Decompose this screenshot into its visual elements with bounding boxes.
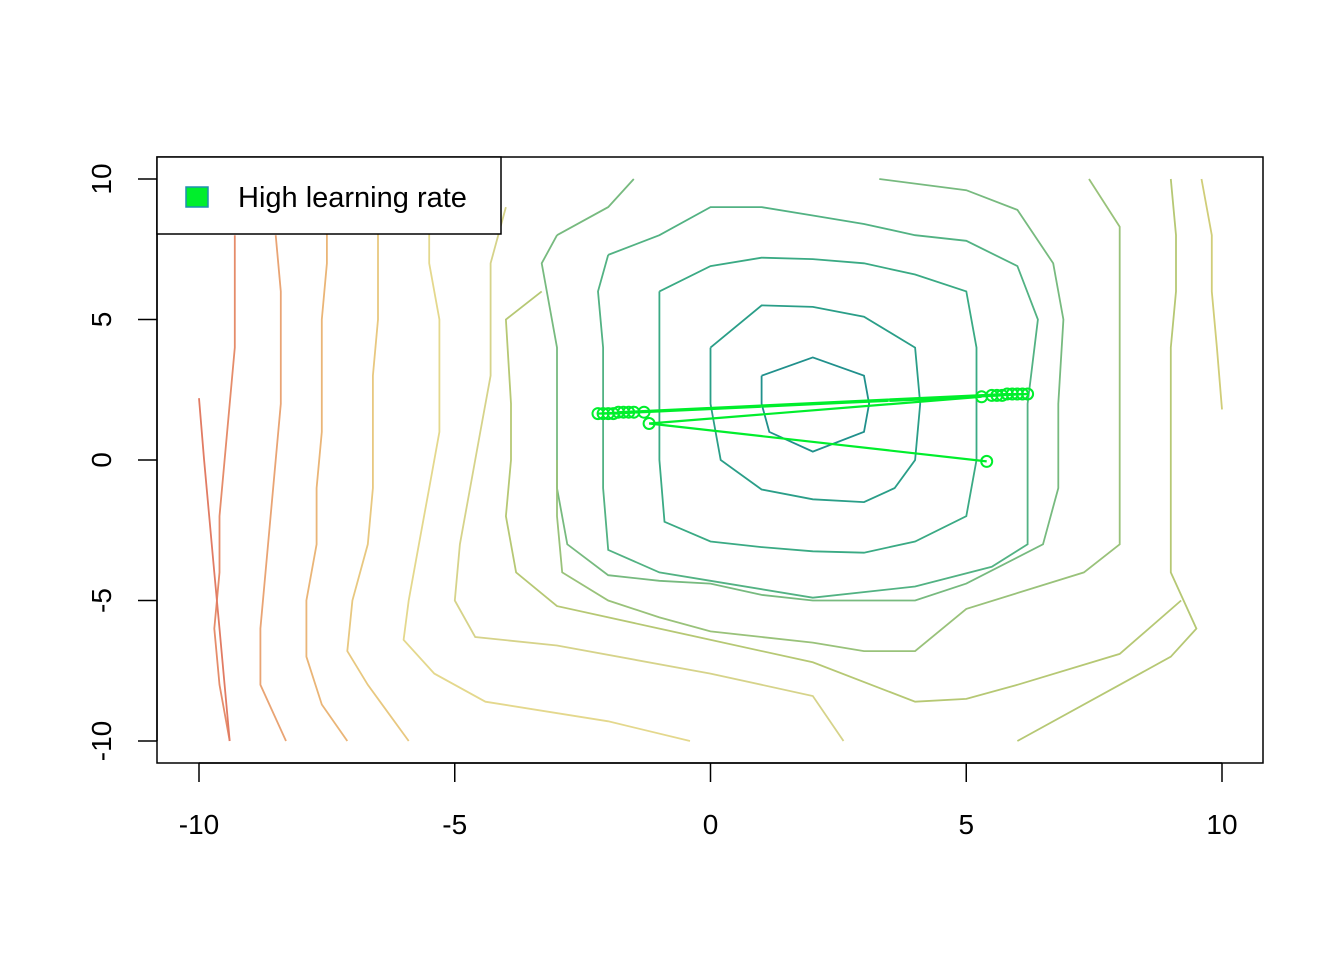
path-line-0 (597, 392, 1028, 463)
x-tick-label-4: 10 (1206, 809, 1237, 840)
contour-line-15 (213, 235, 236, 742)
contour-line-11 (402, 207, 691, 742)
contour-line-2 (658, 256, 978, 554)
contour-line-1 (709, 304, 922, 504)
contour-line-14 (259, 235, 287, 742)
path-point-15 (622, 405, 636, 419)
contour-line-7 (1016, 178, 1198, 742)
series-layer (591, 387, 1035, 468)
contour-line-5 (540, 178, 1065, 602)
path-point-19 (637, 405, 651, 419)
x-tick-label-2: 0 (703, 809, 719, 840)
x-tick-label-3: 5 (958, 809, 974, 840)
path-point-18 (1021, 387, 1035, 401)
y-tick-label-2: 0 (86, 452, 117, 468)
legend: High learning rate (156, 156, 502, 235)
x-tick-label-0: -10 (179, 809, 219, 840)
contour-line-16 (198, 398, 231, 742)
y-tick-label-1: -5 (86, 588, 117, 613)
contour-line-10 (453, 206, 845, 742)
path-point-0 (980, 454, 994, 468)
y-tick-label-4: 10 (86, 163, 117, 194)
contours-layer (198, 178, 1223, 742)
legend-label: High learning rate (238, 182, 467, 214)
y-tick-label-0: -10 (86, 721, 117, 761)
legend-swatch (185, 186, 209, 208)
path-point-16 (1016, 387, 1029, 401)
contour-line-3 (597, 206, 1039, 599)
contour-line-8 (1200, 178, 1223, 410)
x-axis: -10 -5 0 5 10 (179, 762, 1238, 840)
x-tick-label-1: -5 (442, 809, 467, 840)
contour-line-6 (556, 178, 1121, 652)
legend-box (156, 156, 502, 235)
contour-line-13 (305, 207, 349, 742)
y-tick-label-3: 5 (86, 312, 117, 328)
contour-line-9 (504, 290, 1182, 703)
contour-line-12 (346, 207, 410, 742)
contour-line-4 (556, 178, 635, 236)
path-point-1 (642, 417, 656, 430)
y-axis: -10 -5 0 5 10 (86, 163, 158, 761)
